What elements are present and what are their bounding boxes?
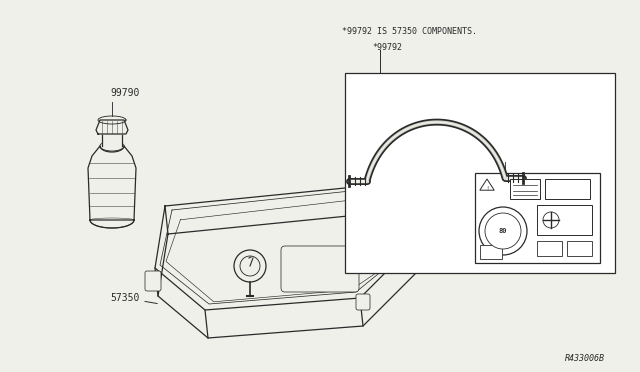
Bar xyxy=(480,245,502,259)
Bar xyxy=(537,205,592,235)
Circle shape xyxy=(543,212,559,228)
Text: 99790: 99790 xyxy=(110,88,140,98)
Polygon shape xyxy=(88,146,136,228)
Circle shape xyxy=(240,256,260,276)
Bar xyxy=(510,179,540,199)
Polygon shape xyxy=(102,134,122,146)
FancyBboxPatch shape xyxy=(281,246,359,292)
Circle shape xyxy=(479,207,527,255)
Circle shape xyxy=(234,250,266,282)
Polygon shape xyxy=(155,206,168,296)
FancyBboxPatch shape xyxy=(145,271,161,291)
FancyBboxPatch shape xyxy=(356,294,370,310)
Polygon shape xyxy=(96,120,128,134)
Polygon shape xyxy=(158,211,418,338)
Bar xyxy=(345,73,615,273)
Text: 57350: 57350 xyxy=(110,293,157,304)
FancyBboxPatch shape xyxy=(409,246,425,266)
Circle shape xyxy=(485,213,521,249)
FancyBboxPatch shape xyxy=(475,173,600,263)
Polygon shape xyxy=(155,183,415,310)
Text: NOT FOR SALE: NOT FOR SALE xyxy=(490,152,545,161)
Text: !: ! xyxy=(486,186,488,190)
Bar xyxy=(345,73,615,273)
Text: R433006B: R433006B xyxy=(565,354,605,363)
Polygon shape xyxy=(480,179,494,190)
Text: 80: 80 xyxy=(499,228,508,234)
Bar xyxy=(537,241,562,256)
Bar xyxy=(545,179,590,199)
Bar xyxy=(567,241,592,256)
Text: *99792: *99792 xyxy=(372,42,402,51)
Polygon shape xyxy=(360,243,418,326)
Text: *99792 IS 57350 COMPONENTS.: *99792 IS 57350 COMPONENTS. xyxy=(342,28,477,36)
